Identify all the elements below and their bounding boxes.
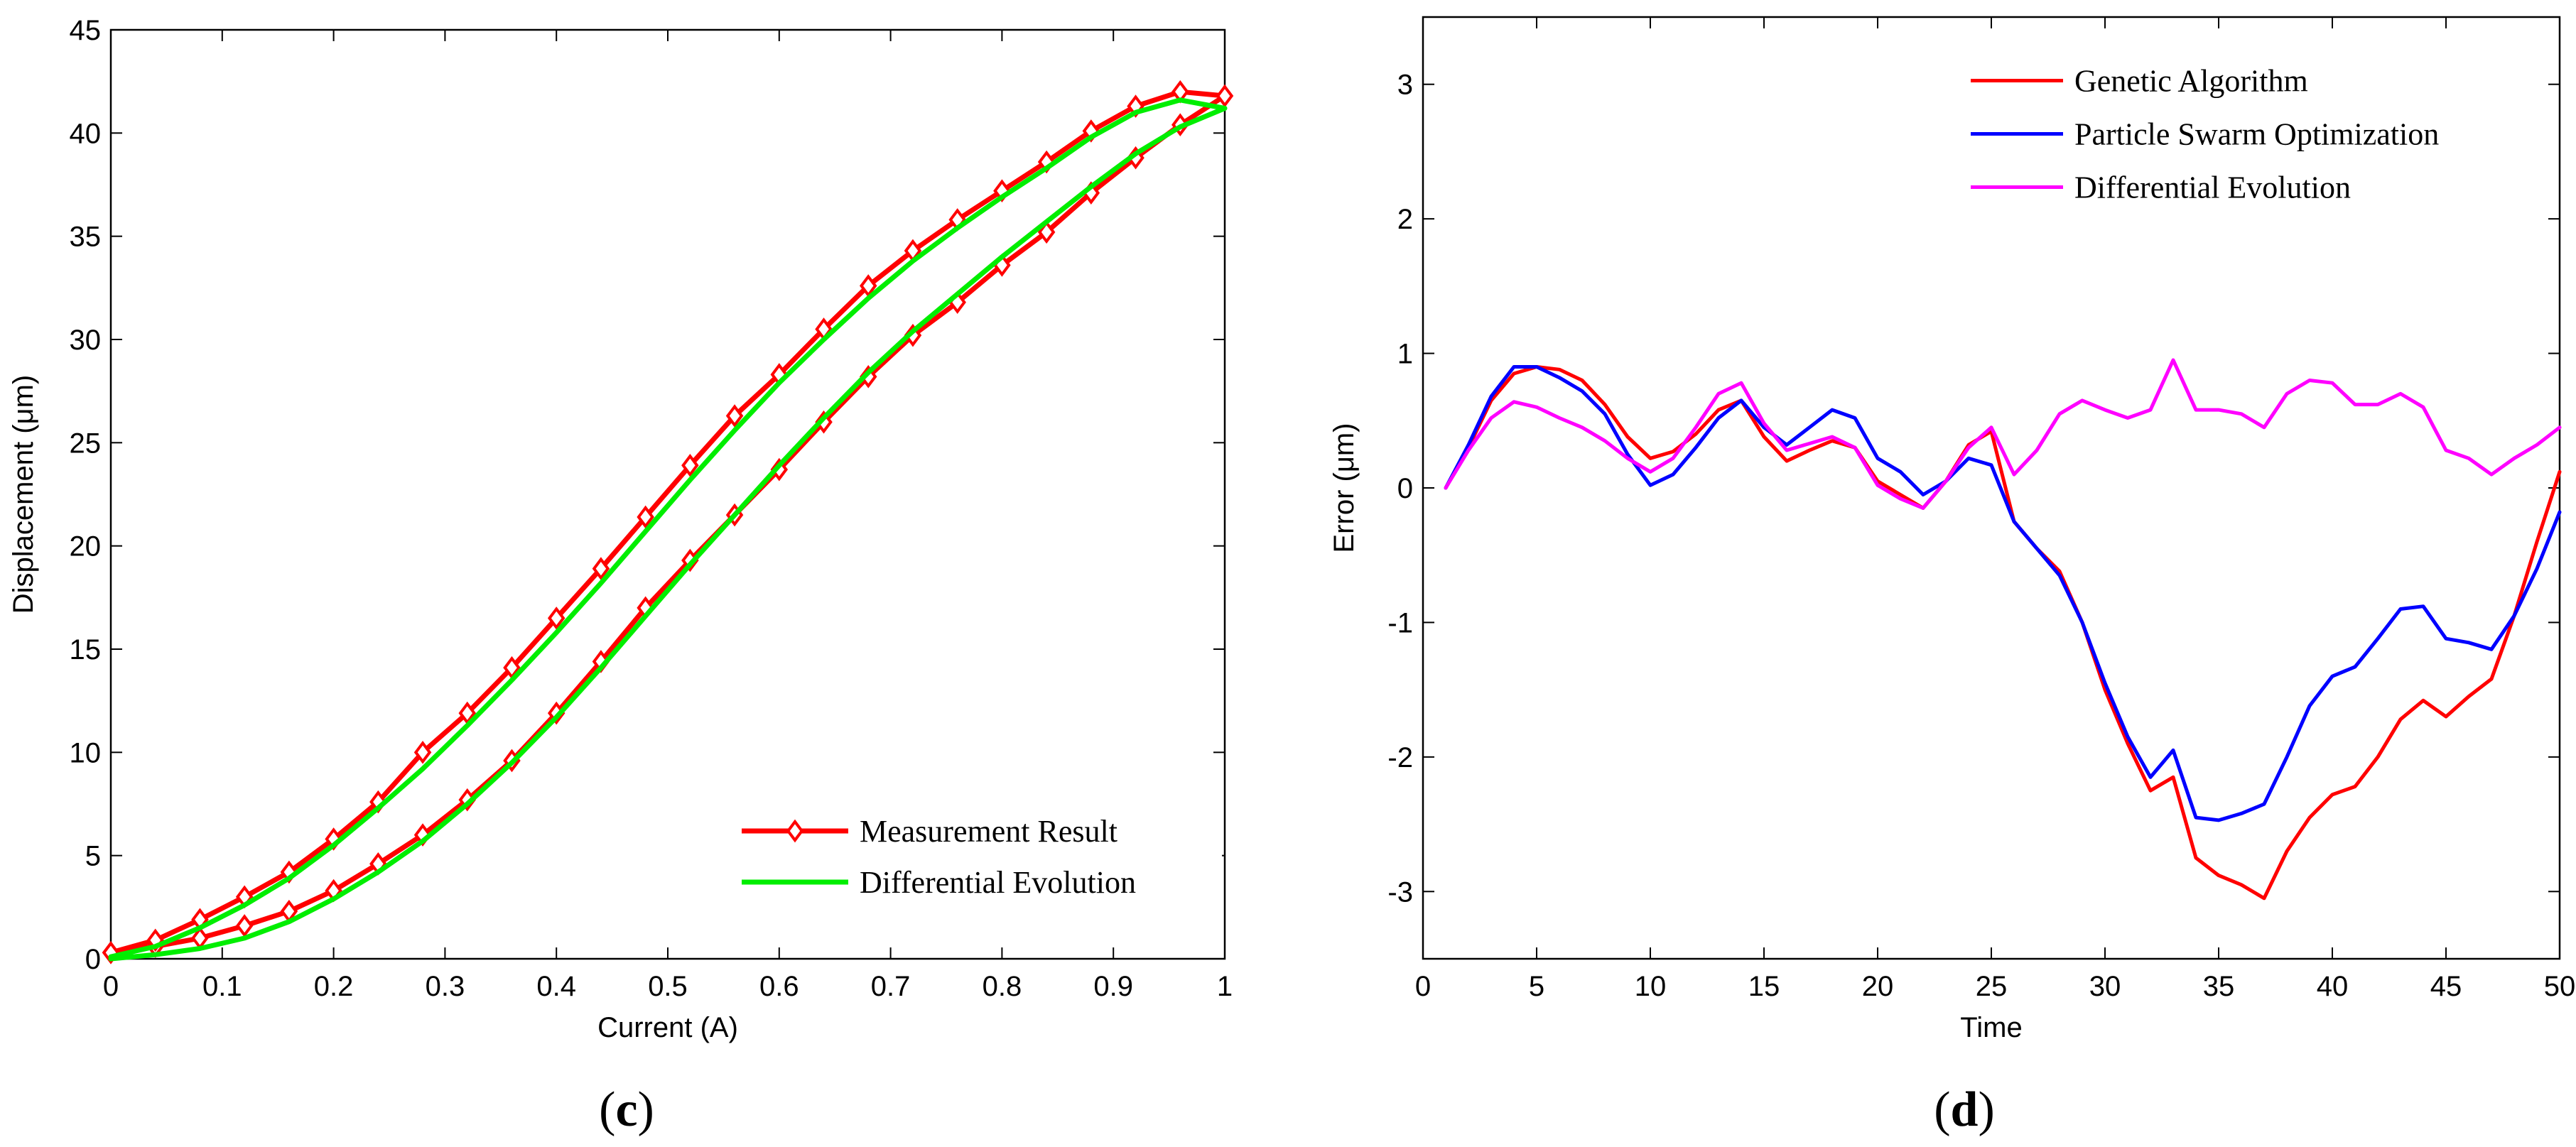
y-tick-label: 45 — [70, 15, 102, 46]
data-point-0 — [725, 404, 744, 428]
y-tick-label: 2 — [1397, 204, 1413, 235]
x-tick-label: 15 — [1748, 971, 1780, 1002]
y-axis-label: Displacement (μm) — [8, 375, 39, 614]
y-tick-label: -2 — [1387, 742, 1413, 773]
caption-close: ) — [638, 1082, 654, 1137]
x-tick-label: 0.7 — [871, 971, 911, 1002]
x-tick-label: 5 — [1529, 971, 1544, 1002]
x-tick-label: 10 — [1635, 971, 1667, 1002]
legend: Measurement Result Differential Evolution — [732, 798, 1222, 905]
x-tick-label: 30 — [2089, 971, 2121, 1002]
legend-box — [732, 798, 1222, 905]
y-tick-label: 30 — [70, 325, 102, 356]
y-axis-label: Error (μm) — [1328, 423, 1360, 553]
data-point-0 — [637, 505, 654, 529]
x-tick-label: 0.8 — [983, 971, 1022, 1002]
legend-label-1: Differential Evolution — [860, 865, 1136, 900]
x-tick-label: 20 — [1862, 971, 1894, 1002]
x-tick-label: 0.9 — [1093, 971, 1133, 1002]
legend-label-1: Particle Swarm Optimization — [2074, 117, 2439, 152]
legend-label-0: Genetic Algorithm — [2074, 64, 2308, 99]
y-tick-label: -3 — [1387, 876, 1413, 908]
caption-open: ( — [1934, 1082, 1950, 1137]
y-tick-label: 25 — [70, 428, 102, 459]
series-line-2 — [1444, 358, 2562, 510]
legend-label-2: Differential Evolution — [2074, 170, 2351, 205]
x-tick-label: 0.5 — [648, 971, 688, 1002]
y-tick-label: 15 — [70, 634, 102, 665]
y-tick-label: 20 — [70, 531, 102, 562]
data-point-0 — [235, 914, 254, 937]
y-tick-label: 40 — [70, 118, 102, 149]
x-tick-label: 25 — [1976, 971, 2008, 1002]
caption-letter: c — [615, 1082, 637, 1137]
y-tick-label: 1 — [1397, 339, 1413, 370]
x-tick-label: 0.3 — [426, 971, 465, 1002]
chart-d: 0 5 10 15 20 25 30 35 40 45 50 -3 -2 -1 0 1 2 3 Time Error … — [1328, 16, 2576, 1137]
x-tick-label: 35 — [2203, 971, 2235, 1002]
x-tick-label: 0 — [103, 971, 119, 1002]
caption-open: ( — [599, 1082, 615, 1137]
y-tick-label: 35 — [70, 222, 102, 253]
x-axis-label: Current (A) — [597, 1012, 738, 1043]
data-point-0 — [547, 607, 565, 630]
series-line-1 — [108, 97, 1228, 962]
data-point-0 — [681, 453, 699, 477]
y-tick-label: 0 — [1397, 473, 1413, 504]
x-tick-label: 1 — [1217, 971, 1233, 1002]
x-tick-label: 50 — [2544, 971, 2576, 1002]
y-tick-label: 3 — [1397, 70, 1413, 101]
y-tick-label: -1 — [1387, 607, 1413, 638]
figure-caption: (c) — [599, 1082, 654, 1137]
figure-caption: (d) — [1934, 1082, 1995, 1137]
y-tick-label: 10 — [70, 737, 102, 768]
legend-marker-0 — [786, 819, 804, 843]
x-tick-label: 0 — [1415, 971, 1431, 1002]
data-point-0 — [413, 741, 432, 764]
data-point-0 — [592, 557, 610, 580]
x-tick-label: 0.4 — [536, 971, 576, 1002]
chart-c: 0 0.1 0.2 0.3 0.4 0.5 0.6 0.7 0.8 0.9 105101520253… — [8, 15, 1234, 1137]
legend-label-0: Measurement Result — [860, 814, 1117, 849]
y-tick-label: 0 — [85, 944, 101, 975]
caption-letter: d — [1951, 1082, 1979, 1137]
x-axis-label: Time — [1960, 1012, 2022, 1043]
x-tick-label: 0.1 — [202, 971, 242, 1002]
data-point-0 — [1216, 84, 1234, 108]
caption-close: ) — [1978, 1082, 1994, 1137]
y-tick-label: 5 — [85, 841, 101, 872]
x-tick-label: 0.6 — [759, 971, 799, 1002]
x-tick-label: 45 — [2430, 971, 2462, 1002]
legend: Genetic Algorithm Particle Swarm Optimiza… — [1961, 47, 2522, 224]
x-tick-label: 0.2 — [314, 971, 354, 1002]
x-tick-label: 40 — [2317, 971, 2349, 1002]
series-line-0 — [1444, 365, 2562, 901]
